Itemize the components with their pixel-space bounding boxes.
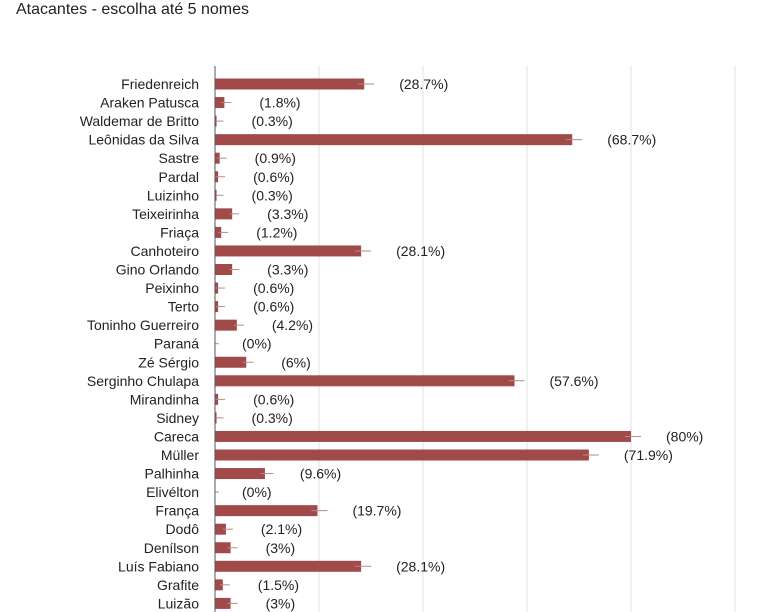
category-label-palhinha: Palhinha [145,466,200,482]
category-label-luizao: Luizão [158,595,199,611]
chart-title: Atacantes - escolha até 5 nomes [16,1,250,18]
category-label-sastre: Sastre [159,150,200,166]
category-label-araken-patusca: Araken Patusca [100,95,199,111]
data-label-waldemar-de-britto: (0.3%) [252,113,293,129]
bar-luizao [215,597,231,609]
data-label-leonidas-da-silva: (68.7%) [607,132,656,148]
data-label-luizinho: (0.3%) [252,187,293,203]
bar-luis-fabiano [215,560,362,572]
category-label-parana: Paraná [154,336,199,352]
bar-canhoteiro [215,245,362,257]
data-label-franca: (19.7%) [352,503,401,519]
data-label-teixeirinha: (3.3%) [267,206,308,222]
bar-denilson [215,542,231,554]
data-label-gino-orlando: (3.3%) [267,262,308,278]
labels: Friedenreich (28.7%) Araken Patusca (1.8%) W… [80,76,704,611]
category-label-mirandinha: Mirandinha [130,391,199,407]
category-label-muller: Müller [161,447,199,463]
bar-friedenreich [215,78,365,90]
category-label-elivelton: Elivélton [146,484,199,500]
category-label-serginho-chulapa: Serginho Chulapa [87,373,199,389]
category-label-pardal: Pardal [159,169,199,185]
data-label-elivelton: (0%) [242,484,272,500]
data-label-dodo: (2.1%) [261,521,302,537]
data-label-pardal: (0.6%) [253,169,294,185]
category-label-luis-fabiano: Luís Fabiano [118,558,199,574]
category-label-waldemar-de-britto: Waldemar de Britto [80,113,200,129]
data-label-mirandinha: (0.6%) [253,391,294,407]
category-label-ze-sergio: Zé Sérgio [138,354,199,370]
bars [214,66,641,612]
category-label-toninho-guerreiro: Toninho Guerreiro [87,317,199,333]
category-label-leonidas-da-silva: Leônidas da Silva [88,132,199,148]
grid-lines [318,66,736,612]
category-label-dodo: Dodô [166,521,200,537]
category-label-denilson: Denílson [144,540,199,556]
data-label-grafite: (1.5%) [258,577,299,593]
data-label-serginho-chulapa: (57.6%) [550,373,599,389]
category-label-careca: Careca [154,428,199,444]
data-label-terto: (0.6%) [253,299,294,315]
bar-palhinha [215,468,265,480]
data-label-palhinha: (9.6%) [300,466,341,482]
data-label-luis-fabiano: (28.1%) [396,558,445,574]
data-label-friaca: (1.2%) [256,224,297,240]
data-label-friedenreich: (28.7%) [399,76,448,92]
data-label-toninho-guerreiro: (4.2%) [272,317,313,333]
data-label-luizao: (3%) [266,595,296,611]
bar-gino-orlando [215,264,233,275]
category-label-grafite: Grafite [157,577,199,593]
data-label-careca: (80%) [666,428,703,444]
bar-serginho-chulapa [215,375,515,387]
bar-franca [215,505,318,517]
category-label-luizinho: Luizinho [147,187,199,203]
bar-teixeirinha [215,208,233,220]
data-label-muller: (71.9%) [624,447,673,463]
category-label-sidney: Sidney [156,410,199,426]
data-label-ze-sergio: (6%) [281,354,311,370]
data-label-denilson: (3%) [266,540,296,556]
category-label-franca: França [155,503,199,519]
bar-grafite [215,579,223,591]
category-label-teixeirinha: Teixeirinha [132,206,199,222]
data-label-araken-patusca: (1.8%) [259,95,300,111]
category-label-terto: Terto [168,299,199,315]
bar-ze-sergio [215,356,247,368]
bar-friaca [215,226,222,238]
category-label-friaca: Friaça [160,224,199,240]
data-label-peixinho: (0.6%) [253,280,294,296]
bar-careca [215,430,631,442]
category-label-canhoteiro: Canhoteiro [131,243,200,259]
data-label-sidney: (0.3%) [252,410,293,426]
data-label-canhoteiro: (28.1%) [396,243,445,259]
category-label-gino-orlando: Gino Orlando [116,262,199,278]
bar-toninho-guerreiro [215,319,237,331]
bar-leonidas-da-silva [215,134,573,146]
data-label-sastre: (0.9%) [255,150,296,166]
category-label-peixinho: Peixinho [145,280,199,296]
bar-araken-patusca [215,97,225,109]
data-label-parana: (0%) [242,336,272,352]
category-label-friedenreich: Friedenreich [121,76,199,92]
bar-dodo [215,523,226,535]
bar-muller [215,449,589,461]
